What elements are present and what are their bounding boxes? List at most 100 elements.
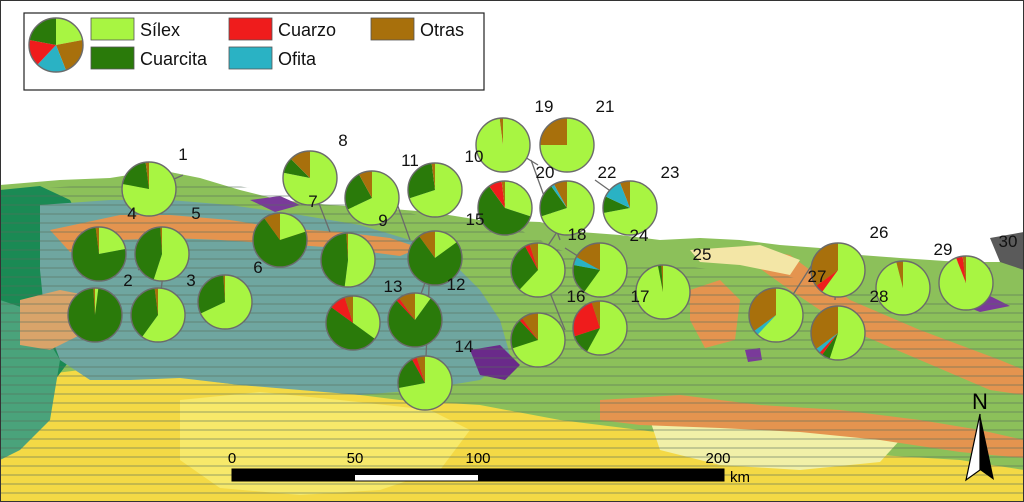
site-pie-5 bbox=[134, 226, 190, 282]
legend-sample-pie-slice-cuarzo bbox=[29, 39, 56, 65]
scale-unit: km bbox=[730, 469, 750, 486]
legend-label-cuarcita: Cuarcita bbox=[140, 49, 208, 69]
site-pie-25 bbox=[635, 264, 691, 320]
site-label-14: 14 bbox=[455, 337, 474, 356]
site-label-25: 25 bbox=[693, 245, 712, 264]
site-pie-3-slice-otras bbox=[154, 288, 158, 315]
site-pie-28-slice-ofita bbox=[816, 333, 838, 353]
scale-bar-segment-0-50 bbox=[232, 469, 355, 481]
site-pie-11 bbox=[320, 232, 376, 288]
site-label-9: 9 bbox=[378, 211, 387, 230]
site-pie-11-outline bbox=[320, 232, 376, 288]
site-pie-17-outline bbox=[572, 300, 628, 356]
site-pie-26 bbox=[810, 242, 866, 298]
legend-sample-pie bbox=[28, 17, 84, 73]
site-pie-29 bbox=[875, 260, 931, 316]
site-pie-27-slice-silex bbox=[757, 288, 804, 342]
site-pie-23-slice-ofita bbox=[605, 182, 630, 208]
site-pie-23-slice-otras bbox=[620, 181, 630, 208]
site-label-23: 23 bbox=[661, 163, 680, 182]
site-pie-23-slice-silex bbox=[603, 181, 658, 235]
site-pie-8-slice-silex bbox=[283, 151, 338, 205]
site-pie-25-slice-otras bbox=[661, 264, 663, 292]
site-pie-27-outline bbox=[748, 287, 804, 343]
site-pie-10-slice-otras bbox=[431, 163, 435, 190]
site-pie-18-slice-otras bbox=[529, 242, 538, 270]
site-pie-18-slice-silex bbox=[519, 243, 566, 297]
site-pie-5-slice-cuarcita bbox=[134, 227, 162, 280]
site-pie-16-outline bbox=[477, 180, 533, 236]
site-pie-13 bbox=[325, 295, 381, 351]
site-label-18: 18 bbox=[568, 225, 587, 244]
site-pie-24 bbox=[572, 242, 628, 298]
site-pie-6-slice-silex bbox=[200, 275, 252, 329]
site-pie-6 bbox=[197, 274, 253, 330]
legend-sample-pie-slice-ofita bbox=[37, 45, 66, 72]
site-pies bbox=[67, 117, 994, 411]
site-pie-13-slice-otras bbox=[344, 296, 353, 323]
scale-bar: 0 50 100 200 km bbox=[228, 450, 750, 486]
site-pie-16 bbox=[477, 180, 533, 236]
site-pie-14-slice-cuarzo bbox=[396, 298, 415, 320]
site-pie-3-slice-cuarcita bbox=[131, 288, 158, 337]
site-label-17: 17 bbox=[631, 287, 650, 306]
site-label-27: 27 bbox=[808, 267, 827, 286]
site-pie-17 bbox=[572, 300, 628, 356]
scale-tick-100: 100 bbox=[465, 450, 490, 467]
site-pie-11-slice-silex bbox=[344, 233, 375, 287]
site-pie-24-slice-cuarcita bbox=[573, 264, 600, 292]
site-pie-9-outline bbox=[344, 170, 400, 226]
site-pie-19-slice-silex bbox=[475, 118, 530, 172]
site-pie-13-outline bbox=[325, 295, 381, 351]
north-arrow-icon: N bbox=[965, 389, 994, 482]
site-pie-16-slice-silex bbox=[505, 181, 533, 217]
site-pie-29-outline bbox=[875, 260, 931, 316]
scale-bar-segment-100-200 bbox=[478, 469, 724, 481]
site-label-26: 26 bbox=[870, 223, 889, 242]
site-pie-14-slice-cuarcita bbox=[388, 298, 443, 348]
site-pie-12-slice-cuarcita bbox=[407, 236, 462, 286]
site-pie-22 bbox=[539, 180, 595, 236]
site-pie-1-slice-cuarcita bbox=[122, 162, 149, 189]
site-pie-16-slice-cuarcita bbox=[477, 186, 531, 236]
site-pie-7-slice-otras bbox=[264, 213, 280, 240]
site-pie-24-slice-ofita bbox=[573, 256, 600, 270]
site-pie-3-outline bbox=[130, 287, 186, 343]
site-pie-4-outline bbox=[71, 226, 127, 282]
site-label-29: 29 bbox=[934, 240, 953, 259]
site-pie-14-slice-silex bbox=[415, 293, 431, 320]
site-pie-20-slice-cuarcita bbox=[511, 320, 538, 349]
site-pie-22-slice-silex bbox=[541, 181, 594, 235]
site-pie-7-outline bbox=[252, 212, 308, 268]
site-label-15: 15 bbox=[466, 210, 485, 229]
legend-swatch-ofita bbox=[228, 46, 273, 70]
site-pie-2-slice-otras bbox=[93, 287, 95, 315]
site-pie-28-slice-otras bbox=[811, 306, 838, 349]
site-pie-12-slice-otras bbox=[419, 231, 435, 258]
site-pie-10-slice-silex bbox=[409, 163, 462, 217]
site-pie-27-slice-ofita bbox=[754, 315, 776, 335]
site-pie-17-slice-cuarcita bbox=[574, 328, 600, 352]
site-pie-20 bbox=[510, 312, 566, 368]
site-label-30: 30 bbox=[999, 232, 1018, 251]
site-pie-10-outline bbox=[407, 162, 463, 218]
site-pie-15-slice-otras bbox=[416, 356, 425, 383]
site-label-13: 13 bbox=[384, 277, 403, 296]
site-label-20: 20 bbox=[536, 163, 555, 182]
site-pie-17-slice-silex bbox=[586, 301, 627, 355]
site-pie-20-slice-cuarzo bbox=[519, 318, 538, 340]
site-pie-13-slice-silex bbox=[353, 296, 380, 339]
site-pie-27-slice-otras bbox=[749, 288, 776, 331]
site-pie-28-outline bbox=[810, 305, 866, 361]
site-label-19: 19 bbox=[535, 97, 554, 116]
site-pie-6-slice-otras bbox=[223, 274, 225, 302]
site-label-16: 16 bbox=[567, 287, 586, 306]
site-label-1: 1 bbox=[178, 145, 187, 164]
legend-label-silex: Sílex bbox=[140, 20, 180, 40]
site-pie-10 bbox=[407, 162, 463, 218]
site-pie-19 bbox=[475, 117, 531, 173]
legend-sample-pie-slice-cuarcita bbox=[29, 18, 56, 45]
site-label-12: 12 bbox=[447, 275, 466, 294]
site-label-21: 21 bbox=[596, 97, 615, 116]
scale-bar-segment-50-100-top bbox=[355, 469, 478, 475]
